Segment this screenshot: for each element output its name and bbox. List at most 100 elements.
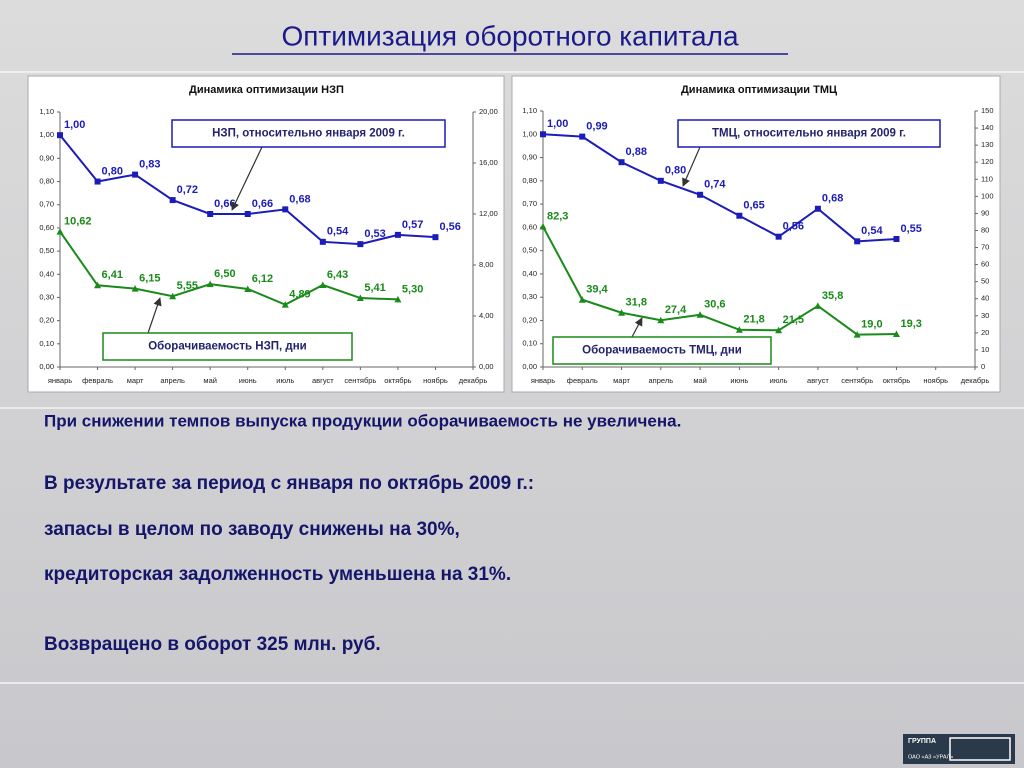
y2-tick-label: 12,00 bbox=[479, 209, 498, 218]
legend-label: НЗП, относительно января 2009 г. bbox=[212, 128, 405, 140]
x-tick-label: февраль bbox=[82, 376, 113, 385]
y-tick-label: 0,40 bbox=[39, 269, 54, 278]
y-tick-label: 0,70 bbox=[39, 200, 54, 209]
value-label: 1,00 bbox=[547, 118, 568, 130]
y2-tick-label: 150 bbox=[981, 106, 994, 115]
y2-tick-label: 16,00 bbox=[479, 158, 498, 167]
logo-mark bbox=[949, 737, 1011, 761]
y2-tick-label: 50 bbox=[981, 277, 989, 286]
legend-pointer bbox=[682, 146, 701, 187]
marker bbox=[735, 326, 743, 333]
y2-tick-label: 130 bbox=[981, 140, 994, 149]
y-tick-label: 0,70 bbox=[522, 199, 537, 208]
y-tick-label: 0,50 bbox=[522, 246, 537, 255]
marker bbox=[618, 309, 626, 316]
value-label: 31,8 bbox=[626, 297, 647, 309]
y-tick-label: 0,60 bbox=[39, 223, 54, 232]
paragraph: Возвращено в оборот 325 млн. руб. bbox=[44, 634, 381, 655]
y-tick-label: 0,60 bbox=[522, 222, 537, 231]
value-label: 5,30 bbox=[402, 283, 423, 295]
value-label: 0,57 bbox=[402, 219, 423, 231]
marker bbox=[814, 205, 821, 212]
value-label: 19,0 bbox=[861, 318, 882, 330]
value-label: 6,50 bbox=[214, 268, 235, 280]
marker bbox=[281, 301, 289, 308]
marker bbox=[394, 231, 401, 238]
x-tick-label: декабрь bbox=[459, 376, 488, 385]
marker bbox=[657, 177, 664, 184]
value-label: 21,5 bbox=[783, 314, 804, 326]
x-tick-label: октябрь bbox=[384, 376, 411, 385]
marker bbox=[853, 331, 861, 338]
value-label: 0,88 bbox=[626, 146, 647, 158]
marker bbox=[539, 223, 547, 230]
legend-box bbox=[677, 119, 941, 148]
legend-label: Оборачиваемость НЗП, дни bbox=[148, 341, 307, 353]
marker bbox=[356, 294, 364, 302]
charts: Динамика оптимизации НЗП 0,00 0,10 0,20 0,30… bbox=[27, 75, 1001, 393]
marker bbox=[736, 212, 743, 219]
y2-tick-label: 90 bbox=[981, 208, 989, 217]
value-label: 0,54 bbox=[327, 226, 349, 238]
marker bbox=[132, 171, 139, 178]
x-tick-label: август bbox=[807, 376, 829, 385]
x-tick-label: ноябрь bbox=[923, 376, 948, 385]
y-tick-label: 1,10 bbox=[39, 107, 54, 116]
value-label: 30,6 bbox=[704, 299, 725, 311]
marker bbox=[56, 228, 64, 235]
value-label: 0,99 bbox=[586, 121, 607, 133]
value-label: 39,4 bbox=[586, 284, 608, 296]
marker bbox=[578, 296, 586, 303]
y-tick-label: 0,20 bbox=[39, 316, 54, 325]
value-label: 0,66 bbox=[214, 198, 235, 210]
value-label: 5,55 bbox=[177, 280, 198, 292]
y2-tick-label: 30 bbox=[981, 311, 989, 320]
y2-tick-label: 110 bbox=[981, 174, 993, 183]
marker bbox=[169, 197, 176, 204]
value-label: 0,55 bbox=[900, 223, 921, 235]
y2-tick-label: 0 bbox=[981, 362, 985, 371]
marker bbox=[540, 131, 546, 138]
series-line bbox=[542, 226, 897, 336]
y-tick-label: 0,40 bbox=[522, 269, 537, 278]
value-label: 0,68 bbox=[822, 193, 843, 205]
x-tick-label: июнь bbox=[730, 376, 748, 385]
marker bbox=[814, 302, 822, 309]
value-label: 82,3 bbox=[547, 210, 568, 222]
slide-title: Оптимизация оборотного капитала bbox=[281, 20, 739, 51]
x-tick-label: апрель bbox=[649, 376, 674, 385]
y2-tick-label: 0,00 bbox=[479, 362, 494, 371]
paragraph: запасы в целом по заводу снижены на 30%, bbox=[44, 519, 460, 540]
y-tick-label: 0,80 bbox=[522, 176, 537, 185]
legend-box bbox=[102, 332, 353, 361]
x-tick-label: апрель bbox=[160, 376, 185, 385]
chart-title: Динамика оптимизации ТМЦ bbox=[681, 84, 837, 96]
marker bbox=[319, 281, 327, 289]
marker bbox=[657, 316, 665, 324]
marker bbox=[206, 280, 214, 288]
marker bbox=[131, 285, 139, 292]
y-tick-label: 0,20 bbox=[522, 315, 537, 324]
legend-pointer bbox=[631, 317, 643, 338]
marker bbox=[696, 311, 704, 318]
legend-pointer bbox=[147, 297, 162, 334]
y-tick-label: 1,00 bbox=[39, 130, 54, 139]
y-tick-label: 0,00 bbox=[522, 362, 537, 371]
value-label: 6,43 bbox=[327, 269, 348, 281]
value-label: 0,53 bbox=[364, 228, 385, 240]
value-label: 27,4 bbox=[665, 304, 687, 316]
legend-label: ТМЦ, относительно января 2009 г. bbox=[712, 128, 906, 140]
y-tick-label: 0,90 bbox=[39, 153, 54, 162]
y2-tick-label: 4,00 bbox=[479, 311, 494, 320]
value-label: 19,3 bbox=[900, 318, 921, 330]
value-label: 0,65 bbox=[743, 200, 764, 212]
y-tick-label: 0,30 bbox=[522, 292, 537, 301]
series-line bbox=[542, 133, 897, 243]
y-tick-label: 0,90 bbox=[522, 153, 537, 162]
series-line bbox=[59, 231, 398, 306]
paragraph: При снижении темпов выпуска продукции об… bbox=[44, 411, 681, 430]
value-label: 0,56 bbox=[783, 221, 804, 233]
x-tick-label: октябрь bbox=[883, 376, 910, 385]
marker bbox=[282, 206, 289, 213]
